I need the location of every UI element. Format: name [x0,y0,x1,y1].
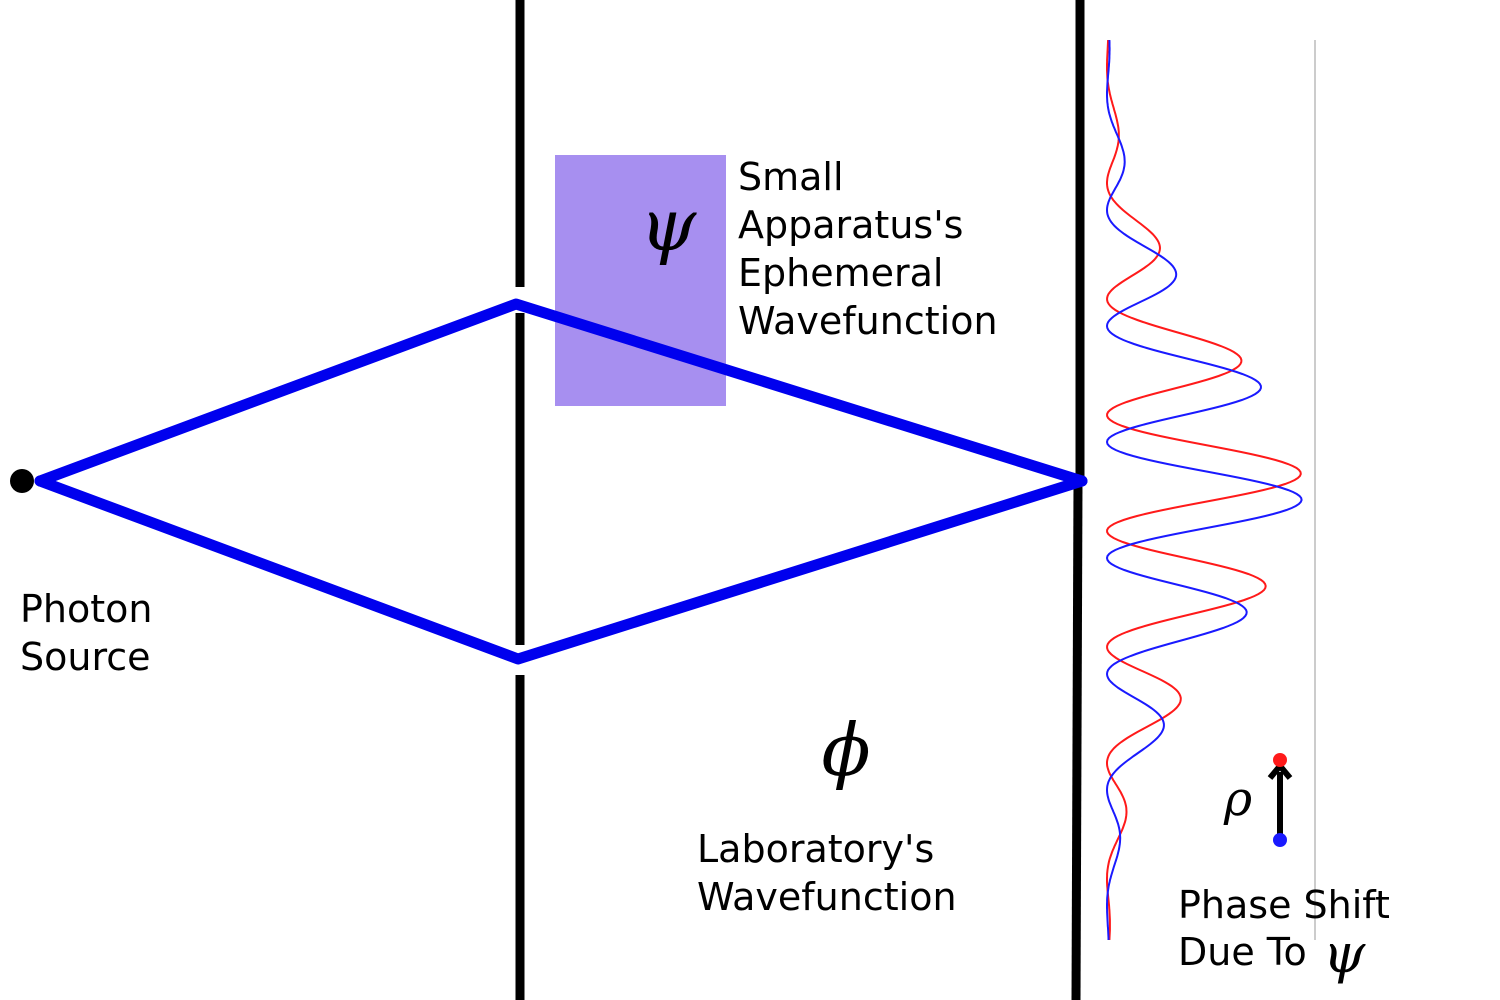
red-wave [1106,39,1302,941]
phase-shift-indicator [1267,753,1293,847]
phase-shift-psi-symbol: ψ [1323,922,1366,985]
phase-shift-label: Phase Shift Due To [1178,883,1402,974]
screen-lower [1071,481,1083,1000]
photon-source-label: Photon Source [20,587,165,679]
lower-path [34,475,1088,665]
blue-dot [1273,833,1287,847]
upper-path [34,298,1088,487]
phi-symbol: ϕ [821,708,870,792]
red-dot [1273,753,1287,767]
photon-paths [34,298,1088,665]
apparatus-label: Small Apparatus's Ephemeral Wavefunction [738,155,998,343]
rho-symbol: ρ [1223,771,1252,827]
psi-symbol: ψ [640,183,698,267]
laboratory-label: Laboratory's Wavefunction [697,827,957,919]
blue-wave [1105,39,1303,940]
detection-screen [1071,0,1085,1000]
photon-source-dot [10,469,34,493]
